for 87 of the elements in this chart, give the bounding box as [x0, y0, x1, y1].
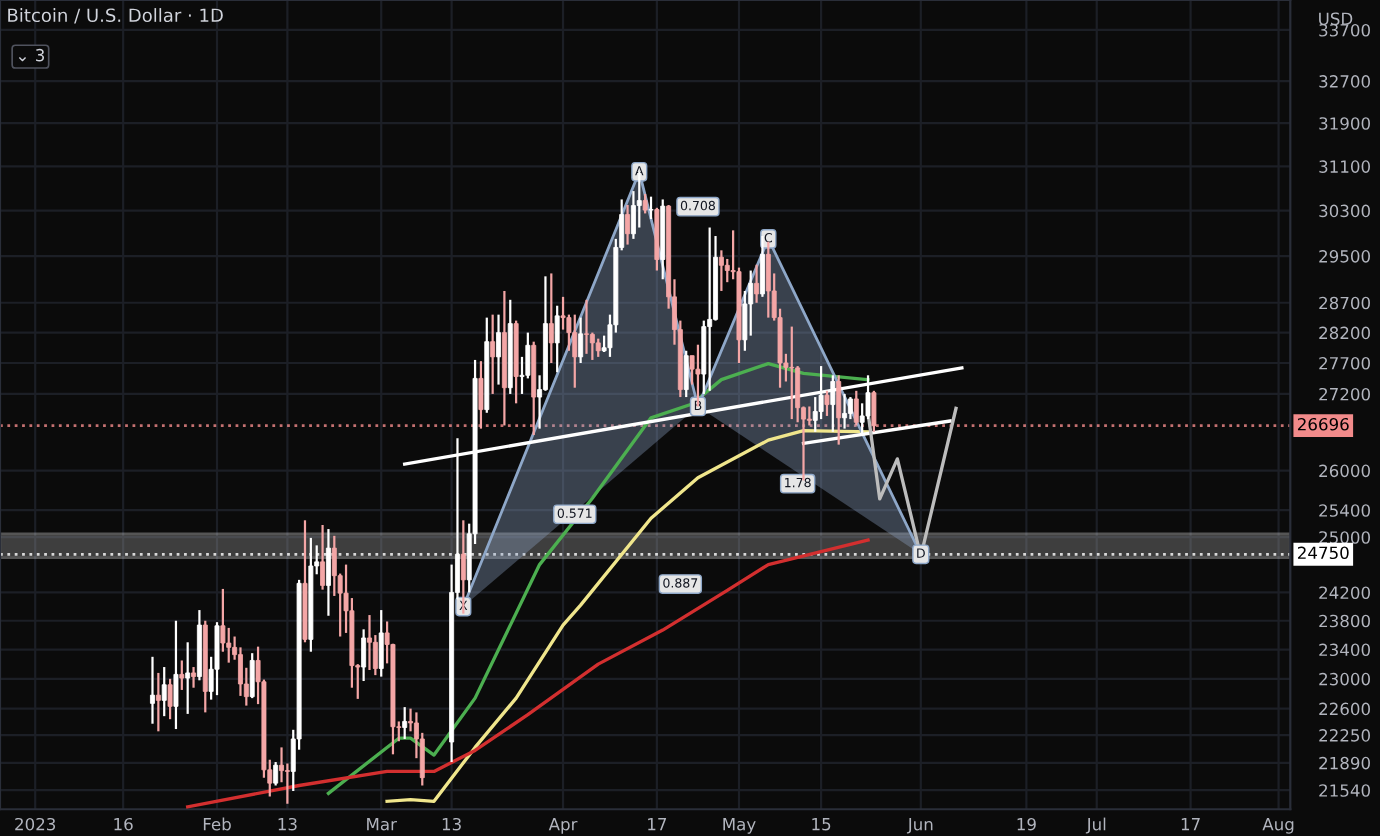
y-tick-label: 28700 [1319, 296, 1370, 310]
candlestick [155, 671, 161, 733]
candlestick [578, 316, 584, 365]
candlestick [853, 389, 859, 427]
annotation: ⌄ 3 [18, 48, 45, 62]
candlestick [179, 659, 185, 692]
y-tick-label: 29500 [1319, 250, 1370, 263]
candlestick [490, 313, 496, 396]
y-tick-label: 31900 [1319, 117, 1370, 130]
y-tick-label: 25400 [1319, 504, 1370, 517]
line-series [385, 428, 870, 803]
candlestick [320, 523, 326, 591]
chart-title: Bitcoin / U.S. Dollar · 1D [8, 8, 223, 24]
x-tick-label: 2023 [15, 817, 56, 831]
candlestick [249, 652, 255, 700]
y-tick-label: 33700 [1319, 23, 1370, 37]
y-tick-label: 22250 [1319, 729, 1370, 742]
candlestick [191, 665, 197, 689]
x-tick-label: Aug [1262, 818, 1294, 834]
ref-line-label: 24750 [1297, 546, 1349, 560]
candlestick [648, 195, 654, 221]
y-tick-label: 21540 [1319, 784, 1370, 797]
candlestick [754, 263, 760, 304]
x-tick-label: Mar [367, 818, 397, 831]
y-tick-label: 26000 [1319, 464, 1370, 478]
candlestick [378, 608, 384, 678]
x-tick-label: Feb [203, 817, 231, 831]
x-tick-label: Jul [1085, 817, 1106, 834]
y-tick-label: 24200 [1319, 586, 1370, 600]
candlestick [496, 313, 501, 386]
candlestick [361, 628, 367, 683]
candlestick [765, 240, 771, 319]
candlestick [273, 760, 279, 787]
candlestick [830, 374, 836, 433]
y-tick-label: 31100 [1319, 160, 1370, 173]
candlestick [572, 313, 578, 389]
y-tick-label: 22600 [1319, 702, 1370, 716]
y-axis-title: USD [1319, 12, 1353, 26]
y-tick-label: 27700 [1319, 356, 1370, 370]
candlestick [836, 374, 842, 446]
candlestick [718, 249, 724, 293]
candlestick [460, 519, 466, 615]
line-series [326, 361, 870, 796]
candlestick [214, 621, 220, 697]
x-tick-label: 13 [278, 817, 297, 831]
candlestick [695, 343, 701, 408]
y-tick-label: 23000 [1319, 672, 1370, 686]
candlestick [842, 392, 848, 430]
candlestick [871, 389, 877, 433]
ref-line-label: 26696 [1297, 417, 1349, 431]
y-tick-label: 30300 [1319, 204, 1370, 218]
x-tick-label: Jun [906, 818, 933, 834]
y-tick-label: 23400 [1319, 643, 1370, 657]
x-tick-label: 16 [114, 817, 133, 831]
x-tick-label: 17 [648, 818, 667, 831]
candlestick [402, 706, 408, 741]
candlestick [789, 325, 795, 421]
line-series [186, 538, 870, 809]
y-tick-label: 28200 [1319, 326, 1370, 340]
candlestick [824, 389, 830, 418]
x-tick-label: 17 [1181, 818, 1200, 831]
candlestick [367, 613, 372, 672]
candlestick [625, 203, 631, 246]
candlestick [707, 226, 713, 392]
candlestick [173, 619, 179, 731]
x-tick-label: 19 [1017, 817, 1036, 831]
candlestick [548, 272, 554, 365]
candlestick [161, 665, 167, 718]
candlestick [584, 298, 589, 355]
candlestick [150, 655, 155, 725]
candlestick [847, 395, 853, 421]
x-tick-label: 13 [442, 817, 461, 831]
x-tick-label: Apr [548, 818, 578, 834]
candlestick [642, 192, 648, 215]
x-tick-label: May [723, 818, 756, 834]
y-tick-label: 21890 [1319, 756, 1370, 770]
candlestick [167, 677, 173, 721]
x-tick-label: 15 [812, 818, 831, 831]
candlestick [759, 234, 765, 298]
candlestick [683, 349, 689, 399]
candlestick [554, 304, 560, 374]
candlestick [185, 641, 191, 715]
y-tick-label: 23800 [1319, 614, 1370, 628]
y-tick-label: 27200 [1319, 387, 1370, 401]
candlestick [595, 337, 601, 358]
y-tick-label: 32700 [1319, 75, 1370, 88]
candlestick [478, 360, 484, 430]
